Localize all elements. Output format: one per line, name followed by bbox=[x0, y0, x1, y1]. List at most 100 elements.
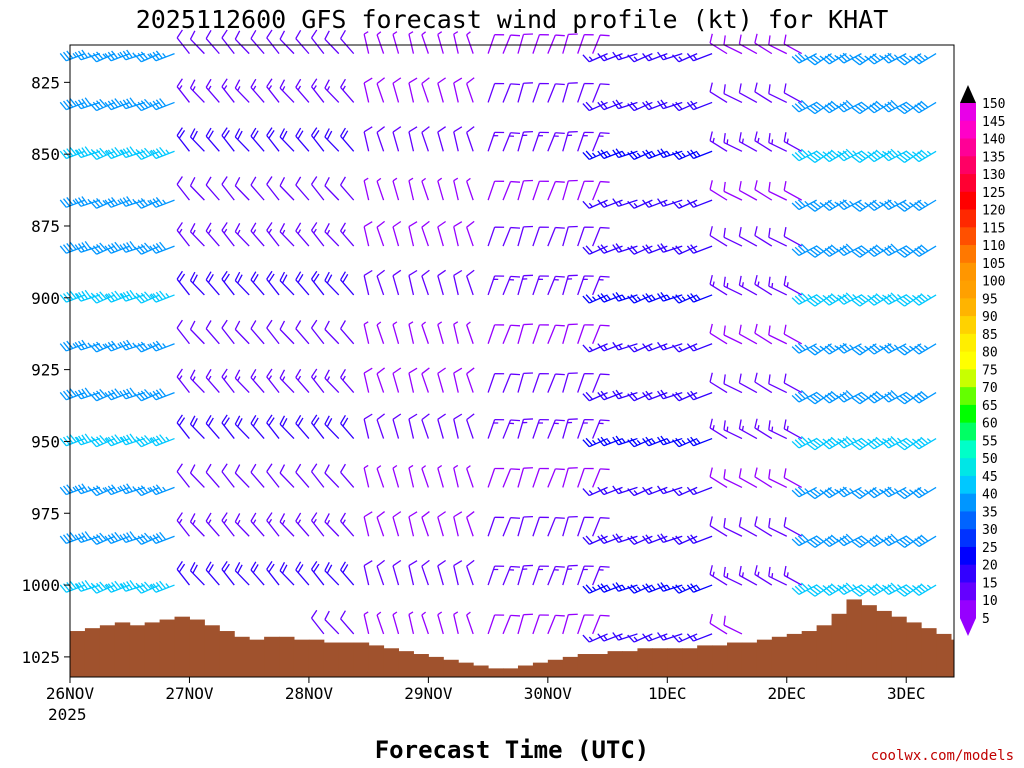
wind-barb bbox=[310, 609, 325, 635]
wind-barb bbox=[221, 29, 235, 55]
terrain-column bbox=[846, 599, 862, 677]
wind-barb bbox=[672, 199, 698, 209]
wind-barb bbox=[723, 181, 743, 201]
wind-barb bbox=[279, 415, 295, 440]
wind-barb bbox=[517, 564, 533, 586]
wind-barb bbox=[562, 179, 578, 201]
wind-barb bbox=[74, 49, 101, 61]
wind-barb bbox=[672, 245, 698, 255]
wind-barb bbox=[408, 126, 418, 152]
wind-barb bbox=[421, 269, 430, 296]
wind-barb bbox=[532, 180, 549, 201]
wind-barb bbox=[310, 463, 325, 488]
wind-barb bbox=[881, 486, 907, 498]
wind-barb bbox=[221, 127, 235, 152]
wind-barb bbox=[408, 611, 415, 635]
wind-barb bbox=[234, 79, 250, 103]
wind-barb bbox=[582, 245, 608, 255]
colorbar-label: 65 bbox=[982, 399, 998, 414]
wind-barb bbox=[487, 324, 505, 344]
wind-barb bbox=[577, 180, 594, 201]
wind-barb bbox=[295, 222, 310, 247]
wind-barb bbox=[310, 414, 325, 439]
wind-barb bbox=[532, 34, 549, 54]
wind-barb bbox=[672, 437, 698, 448]
wind-barb bbox=[376, 611, 385, 635]
wind-barb bbox=[466, 77, 475, 103]
wind-barb bbox=[686, 486, 713, 496]
wind-barb bbox=[502, 324, 521, 345]
terrain-column bbox=[249, 639, 265, 677]
colorbar-label: 105 bbox=[982, 257, 1005, 272]
wind-barb bbox=[266, 319, 280, 345]
colorbar-swatch bbox=[960, 227, 976, 246]
wind-barb bbox=[453, 31, 459, 54]
wind-barb bbox=[657, 148, 683, 159]
wind-barb bbox=[582, 101, 608, 112]
wind-barb bbox=[119, 531, 145, 544]
wind-barb bbox=[408, 221, 418, 247]
colorbar-label: 45 bbox=[982, 470, 998, 485]
wind-barb bbox=[709, 323, 728, 345]
wind-barb bbox=[134, 147, 160, 161]
wind-barb bbox=[592, 132, 610, 152]
wind-barb bbox=[783, 132, 803, 152]
wind-barb bbox=[577, 614, 594, 635]
wind-barb bbox=[221, 78, 235, 103]
terrain-column bbox=[413, 654, 429, 677]
wind-barb bbox=[134, 291, 160, 304]
wind-barb bbox=[768, 420, 788, 440]
wind-barb bbox=[612, 582, 638, 592]
colorbar-swatch bbox=[960, 351, 976, 370]
colorbar-label: 35 bbox=[982, 505, 998, 520]
terrain-column bbox=[159, 619, 176, 677]
wind-barb bbox=[672, 391, 698, 402]
wind-barb bbox=[768, 227, 788, 247]
wind-barb bbox=[592, 83, 610, 103]
wind-barb bbox=[149, 290, 175, 303]
wind-barb bbox=[881, 99, 907, 113]
wind-barb bbox=[502, 419, 521, 439]
wind-barb bbox=[176, 561, 190, 586]
terrain-column bbox=[831, 613, 847, 677]
wind-barb bbox=[376, 413, 385, 439]
colorbar-swatch bbox=[960, 120, 976, 139]
wind-barb bbox=[517, 131, 533, 152]
wind-barb bbox=[547, 517, 565, 537]
wind-barb bbox=[627, 343, 653, 353]
terrain-column bbox=[936, 633, 952, 677]
wind-barb bbox=[672, 53, 698, 63]
wind-barb bbox=[295, 512, 310, 537]
wind-barb bbox=[911, 436, 937, 450]
wind-barb bbox=[279, 464, 295, 488]
wind-barb bbox=[408, 269, 418, 296]
wind-barb bbox=[881, 199, 907, 211]
wind-barb bbox=[453, 269, 463, 296]
wind-barb bbox=[783, 373, 803, 394]
wind-barb bbox=[89, 51, 116, 63]
wind-barb bbox=[189, 415, 205, 440]
terrain-column bbox=[428, 656, 444, 677]
wind-barb bbox=[421, 77, 430, 103]
wind-barb bbox=[911, 244, 937, 257]
wind-barb bbox=[517, 515, 533, 537]
surface-terrain bbox=[70, 599, 955, 677]
wind-barb bbox=[149, 197, 175, 208]
wind-barb bbox=[310, 368, 325, 394]
wind-barb bbox=[672, 150, 698, 161]
wind-barb bbox=[612, 243, 638, 253]
colorbar-label: 90 bbox=[982, 310, 998, 325]
wind-barb bbox=[672, 633, 698, 643]
wind-barb bbox=[577, 419, 594, 439]
wind-barb bbox=[266, 463, 280, 488]
wind-barb bbox=[466, 611, 474, 635]
y-tick-label: 875 bbox=[31, 217, 60, 236]
terrain-column bbox=[219, 631, 235, 677]
wind-barb bbox=[517, 82, 533, 103]
wind-barb bbox=[911, 199, 937, 211]
wind-barb bbox=[74, 289, 101, 302]
x-axis-label: Forecast Time (UTC) bbox=[375, 736, 650, 764]
wind-barb bbox=[866, 343, 892, 355]
wind-barb bbox=[89, 581, 116, 594]
